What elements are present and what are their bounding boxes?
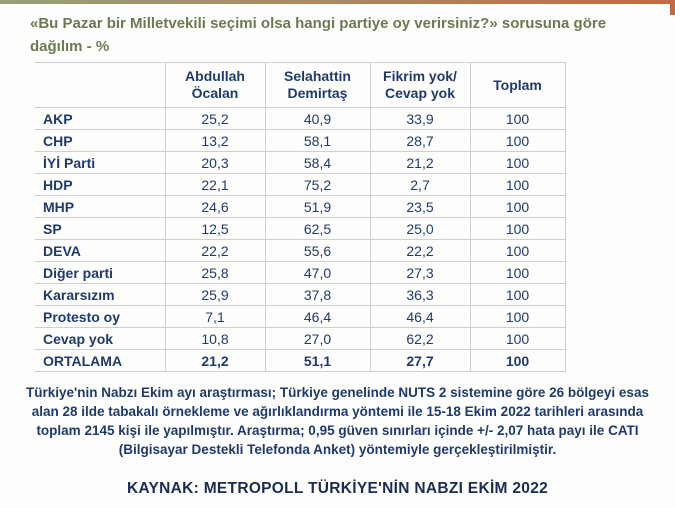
cell-demirtas: 75,2: [264, 173, 371, 196]
source-line: KAYNAK: METROPOLL TÜRKİYE'NİN NABZI EKİM…: [126, 480, 549, 497]
cell-fikrim-yok: 46,4: [369, 305, 471, 328]
cell-fikrim-yok: 21,2: [369, 151, 471, 174]
header-corner-cell: [35, 62, 166, 108]
cell-toplam: 100: [469, 239, 566, 262]
corner-accent: [670, 0, 675, 15]
table-row: MHP 24,6 51,9 23,5 100: [35, 195, 566, 218]
cell-demirtas: 55,6: [264, 239, 371, 262]
row-label: Protesto oy: [35, 305, 166, 328]
cell-toplam: 100: [469, 327, 566, 350]
cell-demirtas: 51,9: [264, 195, 371, 218]
cell-demirtas: 37,8: [264, 283, 371, 306]
cell-demirtas: 47,0: [264, 261, 371, 284]
row-label: HDP: [35, 173, 166, 196]
header-selahattin-demirtas: Selahattin Demirtaş: [264, 62, 371, 108]
table-row: Protesto oy 7,1 46,4 46,4 100: [35, 305, 566, 328]
top-accent-bar: [0, 0, 675, 4]
row-label: DEVA: [35, 239, 166, 262]
cell-toplam: 100: [469, 129, 566, 152]
cell-ocalan: 22,2: [164, 239, 266, 262]
cell-fikrim-yok: 27,7: [369, 349, 471, 372]
cell-toplam: 100: [469, 305, 566, 328]
cell-toplam: 100: [469, 195, 566, 218]
header-fikrim-yok: Fikrim yok/ Cevap yok: [369, 62, 471, 108]
cell-demirtas: 51,1: [264, 349, 371, 372]
table-row: Kararsızım 25,9 37,8 36,3 100: [35, 283, 566, 306]
cell-fikrim-yok: 27,3: [369, 261, 471, 284]
table-row: CHP 13,2 58,1 28,7 100: [35, 129, 566, 152]
cell-ocalan: 13,2: [164, 129, 266, 152]
cell-ocalan: 12,5: [164, 217, 266, 240]
cell-ocalan: 22,1: [164, 173, 266, 196]
poll-results-table: Abdullah Öcalan Selahattin Demirtaş Fikr…: [35, 62, 566, 372]
row-label: MHP: [35, 195, 166, 218]
cell-ocalan: 24,6: [164, 195, 266, 218]
cell-ocalan: 10,8: [164, 327, 266, 350]
cell-toplam: 100: [469, 261, 566, 284]
table-header: Abdullah Öcalan Selahattin Demirtaş Fikr…: [35, 62, 566, 108]
header-toplam: Toplam: [469, 62, 566, 108]
cell-toplam: 100: [469, 107, 566, 130]
cell-demirtas: 58,4: [264, 151, 371, 174]
cell-fikrim-yok: 23,5: [369, 195, 471, 218]
row-label: İYİ Parti: [35, 151, 166, 174]
cell-toplam: 100: [469, 173, 566, 196]
row-label: CHP: [35, 129, 166, 152]
row-label: ORTALAMA: [35, 349, 166, 372]
row-label: AKP: [35, 107, 166, 130]
cell-toplam: 100: [469, 283, 566, 306]
cell-fikrim-yok: 28,7: [369, 129, 471, 152]
table-body: AKP 25,2 40,9 33,9 100 CHP 13,2 58,1 28,…: [35, 107, 566, 372]
cell-fikrim-yok: 62,2: [369, 327, 471, 350]
table-header-row: Abdullah Öcalan Selahattin Demirtaş Fikr…: [35, 62, 566, 108]
cell-demirtas: 40,9: [264, 107, 371, 130]
page-title: «Bu Pazar bir Milletvekili seçimi olsa h…: [30, 15, 607, 55]
cell-fikrim-yok: 33,9: [369, 107, 471, 130]
cell-ocalan: 20,3: [164, 151, 266, 174]
cell-fikrim-yok: 25,0: [369, 217, 471, 240]
cell-demirtas: 62,5: [264, 217, 371, 240]
cell-ocalan: 21,2: [164, 349, 266, 372]
cell-toplam: 100: [469, 349, 566, 372]
table-row: ORTALAMA 21,2 51,1 27,7 100: [35, 349, 566, 372]
table-row: HDP 22,1 75,2 2,7 100: [35, 173, 566, 196]
cell-ocalan: 25,2: [164, 107, 266, 130]
cell-fikrim-yok: 22,2: [369, 239, 471, 262]
cell-fikrim-yok: 2,7: [369, 173, 471, 196]
table-row: Cevap yok 10,8 27,0 62,2 100: [35, 327, 566, 350]
cell-ocalan: 25,9: [164, 283, 266, 306]
table-row: Diğer parti 25,8 47,0 27,3 100: [35, 261, 566, 284]
cell-ocalan: 25,8: [164, 261, 266, 284]
cell-fikrim-yok: 36,3: [369, 283, 471, 306]
header-abdullah-ocalan: Abdullah Öcalan: [164, 62, 266, 108]
row-label: SP: [35, 217, 166, 240]
row-label: Diğer parti: [35, 261, 166, 284]
row-label: Kararsızım: [35, 283, 166, 306]
cell-demirtas: 46,4: [264, 305, 371, 328]
table-row: AKP 25,2 40,9 33,9 100: [35, 107, 566, 130]
table-row: İYİ Parti 20,3 58,4 21,2 100: [35, 151, 566, 174]
methodology-footnote: Türkiye'nin Nabzı Ekim ayı araştırması; …: [26, 385, 649, 457]
cell-toplam: 100: [469, 217, 566, 240]
row-label: Cevap yok: [35, 327, 166, 350]
cell-demirtas: 58,1: [264, 129, 371, 152]
cell-demirtas: 27,0: [264, 327, 371, 350]
cell-ocalan: 7,1: [164, 305, 266, 328]
table-row: SP 12,5 62,5 25,0 100: [35, 217, 566, 240]
cell-toplam: 100: [469, 151, 566, 174]
table-row: DEVA 22,2 55,6 22,2 100: [35, 239, 566, 262]
